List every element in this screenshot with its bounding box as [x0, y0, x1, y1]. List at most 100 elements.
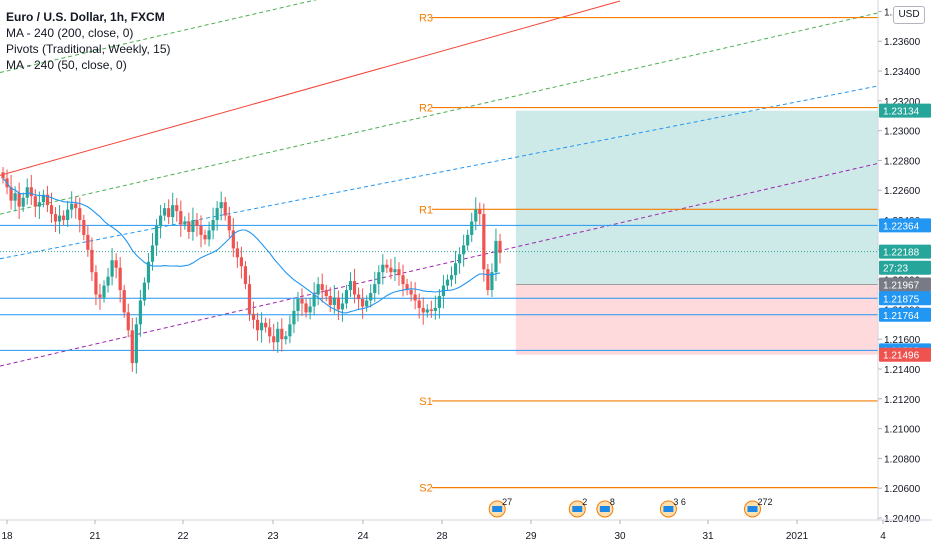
- candle-body: [130, 330, 134, 364]
- candle-body: [211, 220, 215, 231]
- candle-body: [175, 205, 179, 212]
- price-label-bg: [879, 218, 931, 233]
- candle-body: [409, 290, 413, 295]
- price-tick-label: 1.21200: [884, 395, 921, 406]
- price-tick-label: 1.20800: [884, 454, 921, 465]
- candle-body: [308, 306, 312, 313]
- price-label-bg: [879, 291, 931, 306]
- price-tick-label: 1.23000: [884, 127, 921, 138]
- candle-body: [231, 230, 235, 249]
- chart-legend: Euro / U.S. Dollar, 1h, FXCM MA - 240 (2…: [6, 9, 171, 73]
- candle-body: [296, 299, 300, 311]
- candle-body: [102, 285, 106, 298]
- channel-purple-dashed: [0, 162, 878, 367]
- candle-body: [255, 319, 260, 331]
- candle-body: [122, 290, 126, 313]
- candle-body: [300, 299, 304, 304]
- price-label-badge: 1.22364: [879, 218, 931, 233]
- price-tick-label: 1.23600: [884, 37, 921, 48]
- candle-body: [356, 294, 361, 300]
- candle-body: [1, 172, 5, 179]
- event-marker[interactable]: 2: [568, 497, 587, 518]
- candle-body: [203, 234, 207, 240]
- event-marker[interactable]: 3 6: [659, 497, 686, 518]
- study-pivots[interactable]: Pivots (Traditional, Weekly, 15): [6, 42, 171, 56]
- study-ma50[interactable]: MA - 240 (50, close, 0): [6, 58, 127, 72]
- candle-body: [150, 245, 155, 262]
- candle-body: [405, 284, 409, 291]
- candle-body: [280, 328, 284, 340]
- pivot-label-r1: R1: [419, 204, 433, 216]
- candle-body: [344, 290, 349, 304]
- time-tick-label: 31: [702, 531, 714, 542]
- candle-body: [312, 294, 316, 307]
- event-marker[interactable]: 272: [744, 497, 773, 518]
- candle-body: [361, 299, 365, 307]
- candle-body: [381, 264, 385, 273]
- symbol-title[interactable]: Euro / U.S. Dollar, 1h, FXCM: [6, 10, 165, 24]
- candle-body: [106, 276, 110, 286]
- event-marker[interactable]: 27: [488, 497, 512, 518]
- candle-body: [45, 194, 50, 206]
- event-count: 2: [582, 497, 587, 507]
- candle-body: [223, 202, 227, 216]
- candle-body: [53, 214, 58, 222]
- study-ma200[interactable]: MA - 240 (200, close, 0): [6, 26, 134, 40]
- candle-body: [260, 322, 264, 331]
- price-label-text: 1.21967: [883, 281, 920, 292]
- price-label-bg: [879, 260, 931, 275]
- event-count: 8: [610, 497, 615, 507]
- price-label-text: 1.21496: [883, 351, 920, 362]
- candle-body: [482, 214, 486, 270]
- candle-body: [377, 272, 381, 285]
- candle-body: [187, 221, 191, 232]
- price-label-badge: 1.23134: [879, 103, 931, 118]
- event-marker[interactable]: 8: [596, 497, 615, 518]
- price-label-text: 1.21764: [883, 311, 920, 322]
- candle-body: [304, 303, 308, 313]
- candle-body: [29, 187, 33, 197]
- candle-body: [66, 209, 70, 221]
- candle-body: [74, 203, 78, 209]
- channel-red-line: [0, 0, 621, 176]
- price-tick-label: 1.21600: [884, 335, 921, 346]
- candle-body: [328, 296, 332, 305]
- candle-body: [462, 245, 466, 255]
- candle-body: [272, 336, 276, 343]
- candle-body: [227, 215, 231, 231]
- candle-body: [324, 290, 328, 297]
- candle-body: [316, 284, 320, 295]
- price-label-text: 1.22364: [883, 221, 920, 232]
- price-label-bg: [879, 244, 931, 259]
- candle-body: [158, 215, 163, 226]
- pivot-label-s1: S1: [419, 396, 432, 408]
- price-tick-label: 1.22800: [884, 156, 921, 167]
- candle-body: [490, 272, 494, 291]
- candle-body: [219, 202, 223, 209]
- candle-body: [474, 209, 478, 222]
- candle-body: [49, 205, 54, 215]
- candle-body: [134, 324, 138, 364]
- event-count: 27: [502, 497, 512, 507]
- candle-body: [247, 284, 252, 314]
- event-flag-stripe: [492, 506, 503, 512]
- candle-body: [288, 324, 292, 337]
- candle-body: [13, 193, 17, 201]
- candle-body: [320, 284, 324, 291]
- candle-body: [82, 220, 86, 235]
- currency-button[interactable]: USD: [893, 6, 925, 24]
- candle-body: [251, 313, 256, 320]
- candle-body: [457, 254, 462, 264]
- candle-body: [126, 312, 130, 331]
- candle-body: [114, 260, 118, 268]
- candle-body: [445, 279, 450, 286]
- time-tick-label: 22: [177, 531, 189, 542]
- candle-body: [239, 257, 243, 267]
- channel-green-upper: [0, 0, 318, 74]
- price-tick-label: 1.21000: [884, 425, 921, 436]
- candle-body: [9, 187, 13, 201]
- channel-green-lower: [0, 12, 878, 215]
